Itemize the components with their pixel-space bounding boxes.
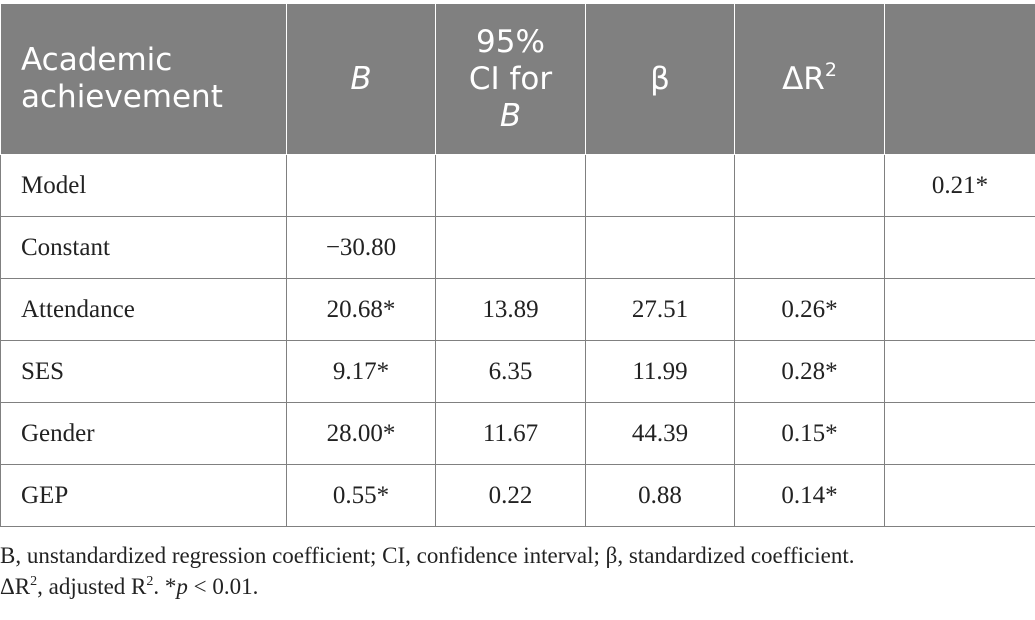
cell-delta-r2: 0.28* xyxy=(734,340,885,403)
header-delta-r2-sup: 2 xyxy=(824,58,837,81)
row-label: GEP xyxy=(0,464,287,527)
cell-ci-low xyxy=(435,154,586,217)
cell-r2 xyxy=(884,216,1035,279)
header-ci-line1: 95% xyxy=(476,23,545,60)
cell-r2 xyxy=(884,340,1035,403)
cell-ci-low: 0.22 xyxy=(435,464,586,527)
header-ci-line3: B xyxy=(499,97,522,134)
cell-ci-high: 11.99 xyxy=(585,340,735,403)
footnote-line-2: ΔR2, adjusted R2. *p < 0.01. xyxy=(0,571,1035,602)
cell-delta-r2: 0.15* xyxy=(734,402,885,465)
cell-ci-low: 13.89 xyxy=(435,278,586,341)
cell-ci-high: 27.51 xyxy=(585,278,735,341)
cell-ci-high xyxy=(585,216,735,279)
cell-r2: 0.21* xyxy=(884,154,1035,217)
cell-delta-r2: 0.14* xyxy=(734,464,885,527)
header-academic-achievement: Academic achievement xyxy=(0,3,287,155)
header-b: B xyxy=(286,3,436,155)
cell-b: −30.80 xyxy=(286,216,436,279)
cell-ci-low: 6.35 xyxy=(435,340,586,403)
header-delta-r2-base: ΔR xyxy=(782,60,825,97)
row-label: Model xyxy=(0,154,287,217)
table-row: SES 9.17* 6.35 11.99 0.28* xyxy=(0,340,1035,403)
cell-delta-r2: 0.26* xyxy=(734,278,885,341)
table-row: Attendance 20.68* 13.89 27.51 0.26* xyxy=(0,278,1035,341)
cell-r2 xyxy=(884,278,1035,341)
header-delta-r2: ΔR2 xyxy=(734,3,885,155)
footnote-line-1: B, unstandardized regression coefficient… xyxy=(0,543,855,568)
header-empty xyxy=(884,3,1035,155)
regression-table-container: Academic achievement B 95% CI for B β ΔR… xyxy=(0,3,1035,527)
header-ci-line2: CI for xyxy=(468,60,553,97)
row-label: SES xyxy=(0,340,287,403)
cell-delta-r2 xyxy=(734,154,885,217)
footnote-p: p xyxy=(176,574,188,599)
row-label: Constant xyxy=(0,216,287,279)
cell-b: 20.68* xyxy=(286,278,436,341)
header-ci: 95% CI for B xyxy=(435,3,586,155)
footnote-threshold: < 0.01. xyxy=(187,574,259,599)
cell-ci-high xyxy=(585,154,735,217)
footnote-star: . * xyxy=(153,574,177,599)
cell-r2 xyxy=(884,464,1035,527)
cell-b: 0.55* xyxy=(286,464,436,527)
table-row: Constant −30.80 xyxy=(0,216,1035,279)
cell-ci-low: 11.67 xyxy=(435,402,586,465)
cell-b: 28.00* xyxy=(286,402,436,465)
cell-b: 9.17* xyxy=(286,340,436,403)
table-header-row: Academic achievement B 95% CI for B β ΔR… xyxy=(0,3,1035,155)
footnote-sup-2: 2 xyxy=(146,574,154,589)
cell-ci-high: 0.88 xyxy=(585,464,735,527)
row-label: Gender xyxy=(0,402,287,465)
footnote-sup-1: 2 xyxy=(30,574,38,589)
table-footnote: B, unstandardized regression coefficient… xyxy=(0,540,1035,602)
cell-b xyxy=(286,154,436,217)
regression-table: Academic achievement B 95% CI for B β ΔR… xyxy=(0,3,1035,527)
cell-ci-low xyxy=(435,216,586,279)
cell-delta-r2 xyxy=(734,216,885,279)
table-row: Model 0.21* xyxy=(0,154,1035,217)
cell-ci-high: 44.39 xyxy=(585,402,735,465)
footnote-delta-r: ΔR xyxy=(0,574,31,599)
table-row: Gender 28.00* 11.67 44.39 0.15* xyxy=(0,402,1035,465)
header-beta: β xyxy=(585,3,735,155)
header-b-label: B xyxy=(350,60,372,97)
footnote-adjusted-r: , adjusted R xyxy=(37,574,147,599)
row-label: Attendance xyxy=(0,278,287,341)
table-row: GEP 0.55* 0.22 0.88 0.14* xyxy=(0,464,1035,527)
cell-r2 xyxy=(884,402,1035,465)
